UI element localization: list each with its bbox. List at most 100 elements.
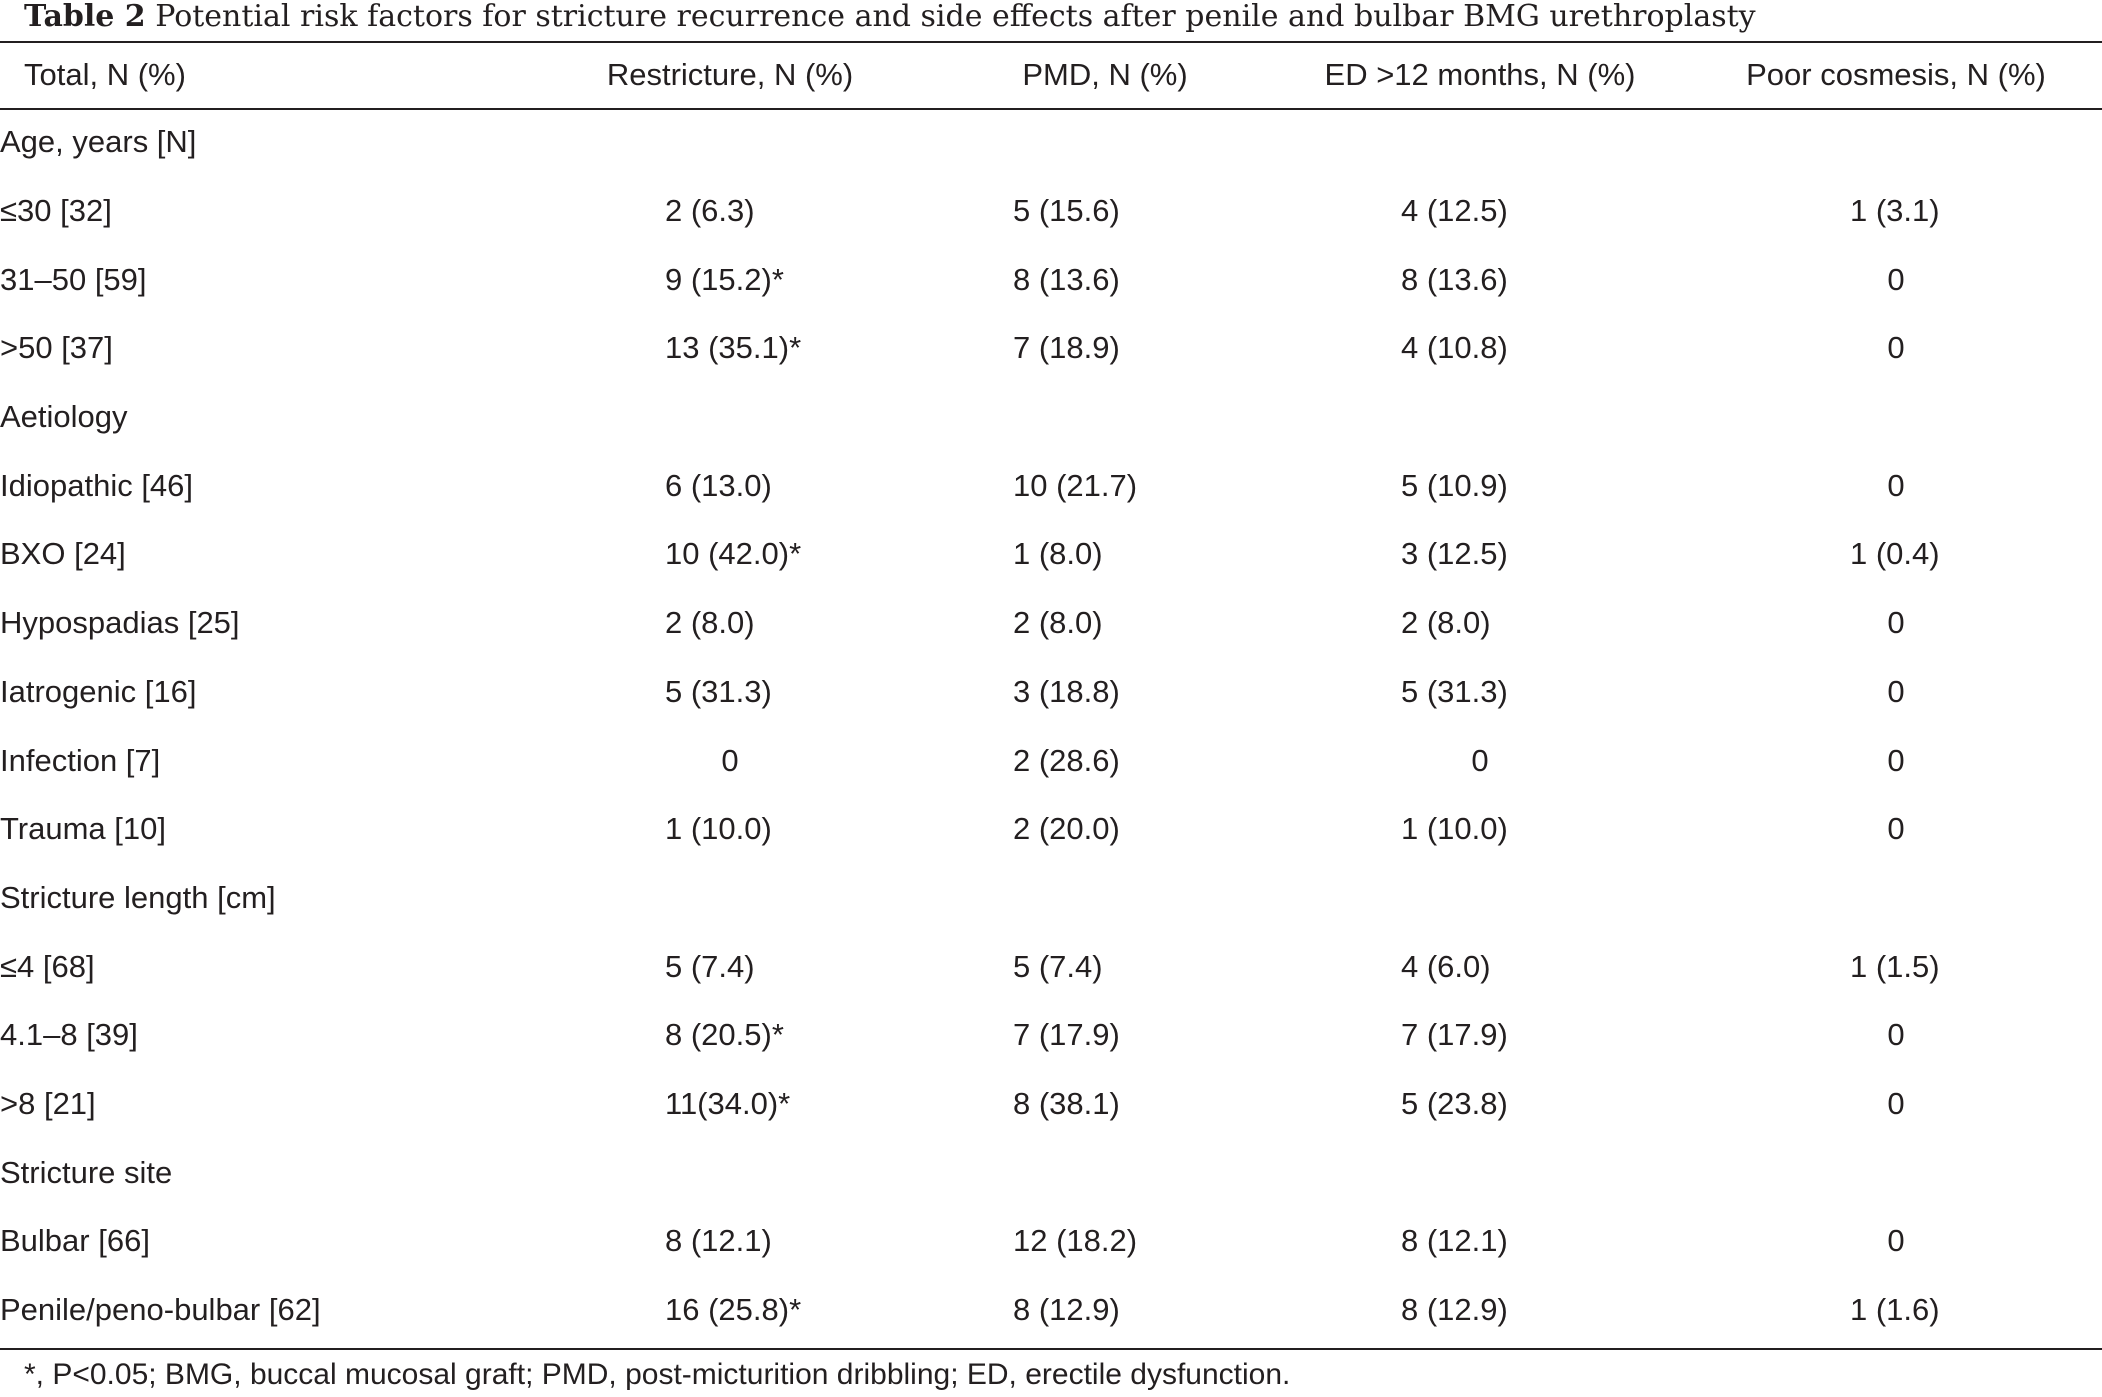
cell-value: 3 (12.5): [1401, 536, 1508, 572]
bottom-rule: [0, 1348, 2102, 1350]
cell-pmd: 5 (15.6): [940, 177, 1270, 246]
row-label: BXO [24]: [0, 536, 126, 572]
cell-value: 4 (10.8): [1401, 330, 1508, 366]
cell-pmd: 7 (18.9): [940, 314, 1270, 383]
cell-value: 0: [1887, 1085, 1905, 1121]
cell-value: 1 (1.5): [1850, 948, 1940, 984]
cell-value: 13 (35.1)*: [665, 330, 802, 366]
cell-value: 11(34.0)*: [665, 1085, 791, 1121]
table-row: >8 [21] 11(34.0)* 8 (38.1) 5 (23.8) 0: [0, 1070, 2102, 1139]
table-row: ≤30 [32] 2 (6.3) 5 (15.6) 4 (12.5) 1 (3.1): [0, 177, 2102, 246]
header-row: Total, N (%) Restricture, N (%) PMD, N (…: [0, 42, 2102, 108]
cell-value: 12 (18.2): [1013, 1223, 1138, 1259]
cell-ed: 3 (12.5): [1270, 520, 1690, 589]
cell-value: 10 (42.0)*: [665, 536, 802, 572]
cell-value: 16 (25.8)*: [665, 1292, 802, 1328]
cell-ed: 5 (10.9): [1270, 451, 1690, 520]
cell-restricture: 10 (42.0)*: [520, 520, 940, 589]
cell-value: 5 (23.8): [1401, 1085, 1508, 1121]
row-label: >50 [37]: [0, 330, 113, 366]
cell-value: 8 (13.6): [1013, 261, 1120, 297]
row-label: 4.1–8 [39]: [0, 1017, 138, 1053]
cell-value: 2 (8.0): [1013, 605, 1103, 641]
group-row: Stricture site: [0, 1138, 2102, 1207]
cell-value: 5 (31.3): [1401, 673, 1508, 709]
table-body: Age, years [N] ≤30 [32] 2 (6.3) 5 (15.6) 4 (…: [0, 108, 2102, 1344]
cell-ed: 4 (12.5): [1270, 177, 1690, 246]
cell-cosmesis: 0: [1690, 314, 2102, 383]
cell-value: 1 (10.0): [1401, 811, 1508, 847]
header-restricture: Restricture, N (%): [606, 57, 854, 92]
cell-value: 5 (31.3): [665, 673, 772, 709]
header-ed: ED >12 months, N (%): [1324, 57, 1636, 92]
cell-value: 1 (10.0): [665, 811, 772, 847]
cell-pmd: 12 (18.2): [940, 1207, 1270, 1276]
cell-value: 0: [1471, 742, 1489, 778]
risk-factors-table: Total, N (%) Restricture, N (%) PMD, N (…: [0, 42, 2102, 1344]
cell-value: 2 (8.0): [1401, 605, 1491, 641]
cell-ed: 1 (10.0): [1270, 795, 1690, 864]
cell-value: 2 (6.3): [665, 193, 755, 229]
cell-value: 7 (17.9): [1401, 1017, 1508, 1053]
cell-ed: 2 (8.0): [1270, 589, 1690, 658]
cell-value: 5 (7.4): [665, 948, 755, 984]
cell-ed: 7 (17.9): [1270, 1001, 1690, 1070]
group-label: Stricture site: [0, 1154, 173, 1190]
table-row: Penile/peno-bulbar [62] 16 (25.8)* 8 (12.9…: [0, 1276, 2102, 1345]
cell-cosmesis: 0: [1690, 589, 2102, 658]
cell-restricture: 1 (10.0): [520, 795, 940, 864]
cell-value: 1 (3.1): [1850, 193, 1940, 229]
group-row: Aetiology: [0, 383, 2102, 452]
cell-value: 2 (20.0): [1013, 811, 1120, 847]
cell-cosmesis: 0: [1690, 451, 2102, 520]
cell-ed: 8 (13.6): [1270, 245, 1690, 314]
cell-pmd: 3 (18.8): [940, 658, 1270, 727]
cell-value: 7 (17.9): [1013, 1017, 1120, 1053]
table-row: Infection [7] 0 2 (28.6) 0 0: [0, 726, 2102, 795]
cell-restricture: 8 (20.5)*: [520, 1001, 940, 1070]
table-caption-label: Table 2: [24, 0, 146, 34]
cell-cosmesis: 0: [1690, 1001, 2102, 1070]
cell-cosmesis: 0: [1690, 726, 2102, 795]
group-label: Aetiology: [0, 399, 128, 435]
row-label: Idiopathic [46]: [0, 467, 194, 503]
cell-value: 8 (20.5)*: [665, 1017, 784, 1053]
cell-pmd: 5 (7.4): [940, 932, 1270, 1001]
row-label: >8 [21]: [0, 1085, 96, 1121]
table-caption-text: Potential risk factors for stricture rec…: [155, 0, 1756, 34]
cell-cosmesis: 0: [1690, 795, 2102, 864]
cell-value: 5 (10.9): [1401, 467, 1508, 503]
cell-cosmesis: 1 (1.5): [1690, 932, 2102, 1001]
cell-value: 8 (38.1): [1013, 1085, 1120, 1121]
cell-restricture: 16 (25.8)*: [520, 1276, 940, 1345]
cell-pmd: 8 (38.1): [940, 1070, 1270, 1139]
cell-restricture: 0: [520, 726, 940, 795]
cell-pmd: 7 (17.9): [940, 1001, 1270, 1070]
cell-value: 6 (13.0): [665, 467, 772, 503]
cell-cosmesis: 0: [1690, 1207, 2102, 1276]
cell-value: 0: [1887, 261, 1905, 297]
cell-pmd: 2 (28.6): [940, 726, 1270, 795]
cell-value: 0: [1887, 673, 1905, 709]
cell-cosmesis: 0: [1690, 1070, 2102, 1139]
cell-value: 8 (12.9): [1401, 1292, 1508, 1328]
cell-restricture: 13 (35.1)*: [520, 314, 940, 383]
cell-ed: 8 (12.1): [1270, 1207, 1690, 1276]
cell-value: 5 (15.6): [1013, 193, 1120, 229]
cell-value: 8 (12.1): [665, 1223, 772, 1259]
cell-value: 5 (7.4): [1013, 948, 1103, 984]
cell-value: 2 (28.6): [1013, 742, 1120, 778]
cell-pmd: 1 (8.0): [940, 520, 1270, 589]
cell-pmd: 2 (8.0): [940, 589, 1270, 658]
cell-cosmesis: 0: [1690, 658, 2102, 727]
cell-restricture: 2 (8.0): [520, 589, 940, 658]
row-label: Bulbar [66]: [0, 1223, 150, 1259]
row-label: ≤30 [32]: [0, 193, 112, 229]
cell-value: 7 (18.9): [1013, 330, 1120, 366]
table-row: >50 [37] 13 (35.1)* 7 (18.9) 4 (10.8) 0: [0, 314, 2102, 383]
cell-value: 4 (6.0): [1401, 948, 1491, 984]
cell-value: 3 (18.8): [1013, 673, 1120, 709]
group-row: Stricture length [cm]: [0, 864, 2102, 933]
row-label: Hypospadias [25]: [0, 605, 240, 641]
cell-value: 0: [721, 742, 739, 778]
